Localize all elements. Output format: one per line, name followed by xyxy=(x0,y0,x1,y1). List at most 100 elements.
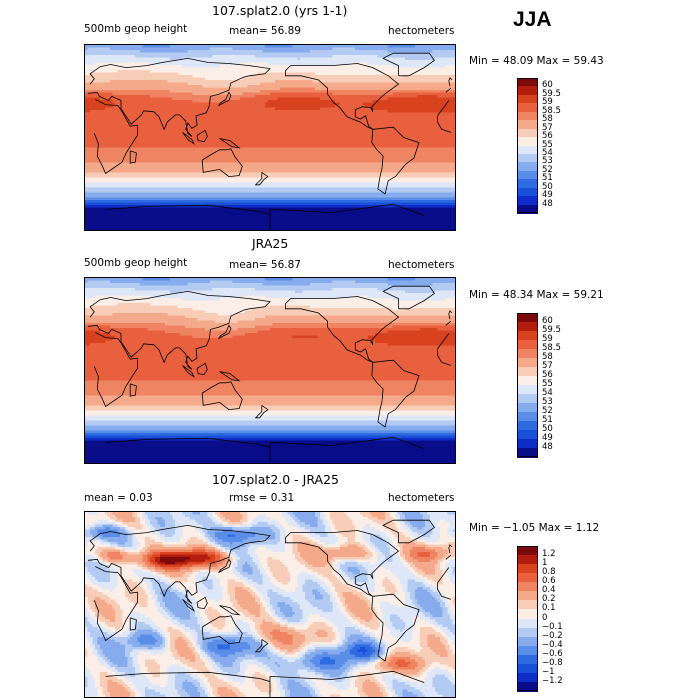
colorbar-label: 53 xyxy=(542,156,553,166)
coastline xyxy=(371,126,420,195)
panel-2-minmax: Min = 48.34 Max = 59.21 xyxy=(469,289,604,301)
colorbar-label: 54 xyxy=(542,388,553,398)
coastline xyxy=(93,566,138,642)
colorbar-swatch xyxy=(517,663,538,674)
colorbar-swatch xyxy=(517,591,538,601)
colorbar-swatch xyxy=(517,582,538,592)
panel-3-units: hectometers xyxy=(388,492,454,504)
panel-3-field xyxy=(85,512,455,697)
panel-3-map xyxy=(84,511,456,698)
coastline xyxy=(219,605,241,616)
coastline xyxy=(254,172,269,186)
coastline xyxy=(129,150,137,164)
colorbar-swatch xyxy=(517,331,538,341)
colorbar-swatch xyxy=(517,600,538,611)
colorbar-label: 59 xyxy=(542,97,553,107)
colorbar-swatch xyxy=(517,421,538,431)
colorbar-swatch xyxy=(517,564,538,574)
colorbar-label: −1 xyxy=(542,667,555,677)
colorbar-label: 53 xyxy=(542,397,553,407)
coastline xyxy=(284,63,400,130)
coastline xyxy=(218,324,232,339)
colorbar-swatch xyxy=(517,555,538,565)
colorbar-swatch xyxy=(517,204,538,214)
coastline xyxy=(218,558,232,573)
colorbar-label: 58.5 xyxy=(542,343,561,353)
panel-1-units: hectometers xyxy=(388,25,454,37)
colorbar-label: 60 xyxy=(542,316,553,326)
coastline xyxy=(382,519,435,544)
panel-3-title: 107.splat2.0 - JRA25 xyxy=(212,472,339,487)
coastline xyxy=(437,567,450,584)
colorbar-swatch xyxy=(517,430,538,440)
panel-1-colorbar: 60 59.5 59 58.5 58 57 56 55 54 53 52 51 50 49 48 xyxy=(517,78,561,214)
coastline xyxy=(93,332,138,408)
colorbar-label: 57 xyxy=(542,123,553,133)
colorbar-swatch xyxy=(517,609,538,620)
colorbar-swatch xyxy=(517,94,538,104)
panel-2-units: hectometers xyxy=(388,259,454,271)
colorbar-swatch xyxy=(517,448,538,458)
colorbar-swatch xyxy=(517,120,538,130)
coastline xyxy=(284,530,400,597)
colorbar-label: 58.5 xyxy=(542,106,561,116)
colorbar-label: 55 xyxy=(542,379,553,389)
colorbar-swatch xyxy=(517,618,538,629)
colorbar-label: −0.8 xyxy=(542,658,563,668)
colorbar-swatch xyxy=(517,636,538,647)
colorbar-swatch xyxy=(517,145,538,155)
colorbar-label: 50 xyxy=(542,182,553,192)
colorbar-label: 52 xyxy=(542,165,553,175)
coastline xyxy=(218,91,232,106)
coastline xyxy=(88,290,271,370)
colorbar-label: 0.8 xyxy=(542,567,556,577)
colorbar-label: 0 xyxy=(542,613,547,623)
coastline xyxy=(254,405,269,419)
coastline xyxy=(88,524,271,604)
colorbar-swatch xyxy=(517,681,538,692)
colorbar-label: 0.1 xyxy=(542,603,556,613)
coastline xyxy=(105,204,271,230)
panel-2-variable: 500mb geop height xyxy=(84,257,187,269)
coastline xyxy=(382,52,435,77)
coastline xyxy=(201,381,243,411)
coastline xyxy=(201,148,243,178)
coastline xyxy=(437,333,450,350)
coastline xyxy=(129,383,137,397)
colorbar-swatch xyxy=(517,137,538,147)
colorbar-label: 49 xyxy=(542,190,553,200)
colorbar-swatch xyxy=(517,162,538,172)
coastline xyxy=(105,437,271,463)
colorbar-swatch xyxy=(517,654,538,665)
coastline xyxy=(269,436,425,449)
panel-1-map xyxy=(84,44,456,231)
coastline xyxy=(445,87,452,93)
colorbar-swatch xyxy=(517,412,538,422)
colorbar-swatch xyxy=(517,196,538,206)
coastline xyxy=(182,365,195,378)
colorbar-label: 59.5 xyxy=(542,325,561,335)
coastline xyxy=(129,617,137,631)
colorbar-label: −0.1 xyxy=(542,622,563,632)
colorbar-swatch xyxy=(517,627,538,638)
colorbar-label: 48 xyxy=(542,199,553,209)
coastline xyxy=(437,115,452,133)
coastline xyxy=(382,285,435,310)
colorbar-swatch xyxy=(517,153,538,163)
panel-1-mean: mean= 56.89 xyxy=(229,25,301,37)
coastline xyxy=(219,371,241,382)
colorbar-label: 0.2 xyxy=(542,594,556,604)
colorbar-label: 49 xyxy=(542,433,553,443)
colorbar-label: 0.4 xyxy=(542,585,556,595)
colorbar-swatch xyxy=(517,128,538,138)
colorbar-label: 56 xyxy=(542,131,553,141)
colorbar-label: 59.5 xyxy=(542,89,561,99)
colorbar-label: −0.4 xyxy=(542,640,563,650)
panel-1-title: 107.splat2.0 (yrs 1-1) xyxy=(212,3,347,18)
colorbar-label: 48 xyxy=(542,442,553,452)
coastline xyxy=(182,132,195,145)
colorbar-swatch xyxy=(517,340,538,350)
colorbar-swatch xyxy=(517,349,538,359)
colorbar-swatch xyxy=(517,376,538,386)
coastline xyxy=(88,57,271,137)
